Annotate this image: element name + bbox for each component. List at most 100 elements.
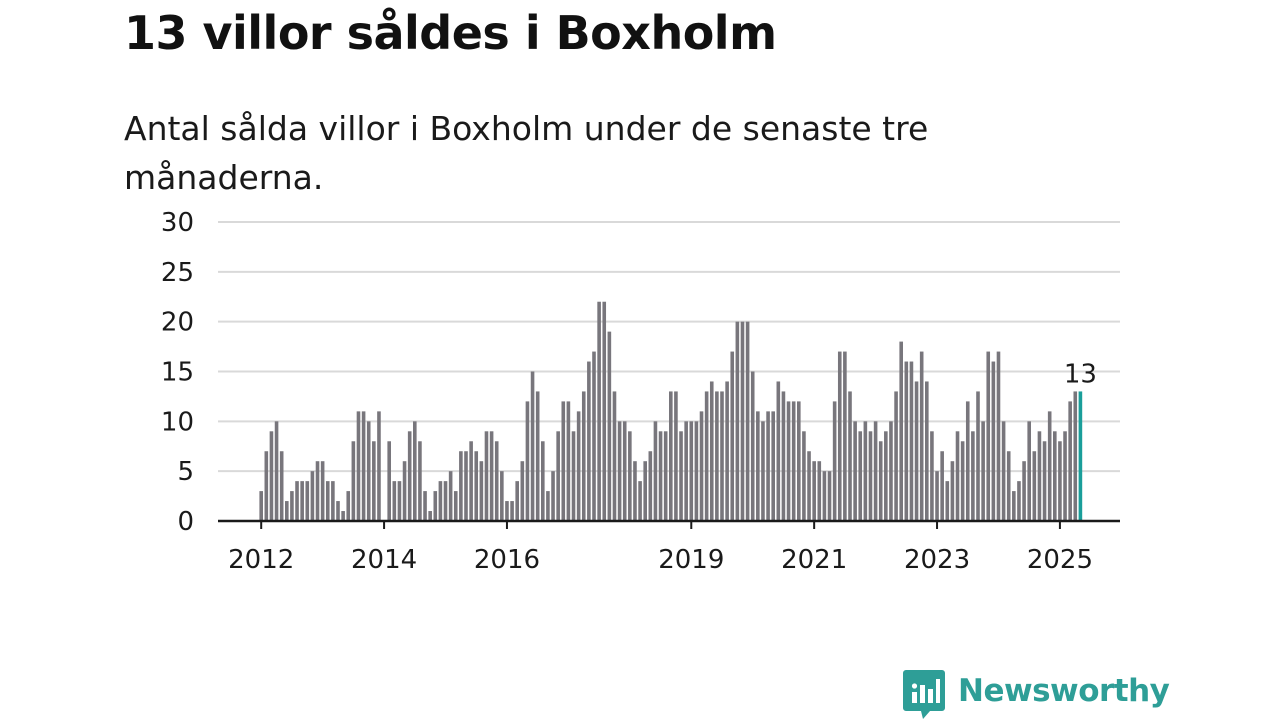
- bar: [576, 411, 581, 521]
- bar: [387, 441, 391, 521]
- bar: [822, 471, 827, 521]
- bar: [418, 441, 422, 521]
- bar: [571, 431, 576, 521]
- bar: [771, 411, 775, 521]
- bar: [904, 361, 909, 521]
- bar: [279, 451, 284, 521]
- bar: [986, 351, 991, 521]
- bar: [515, 481, 519, 521]
- bar: [377, 411, 381, 521]
- bar: [925, 381, 929, 521]
- x-tick-label: 2019: [658, 545, 724, 575]
- bar: [761, 421, 765, 521]
- bar: [541, 441, 545, 521]
- bar: [510, 501, 514, 521]
- bar: [290, 491, 294, 521]
- y-tick-label: 20: [161, 308, 194, 338]
- annotations: 13: [1064, 359, 1097, 389]
- bar: [1032, 451, 1037, 521]
- bar: [868, 431, 873, 521]
- x-axis: [218, 519, 1120, 529]
- bar: [453, 491, 458, 521]
- bar: [413, 421, 417, 521]
- bar: [1068, 401, 1072, 521]
- bar: [1042, 441, 1047, 521]
- bar: [484, 431, 489, 521]
- bar: [807, 451, 811, 521]
- x-tick-label: 2012: [228, 545, 294, 575]
- bar: [699, 411, 704, 521]
- bar: [607, 331, 612, 521]
- bar: [346, 491, 351, 521]
- bar: [837, 351, 842, 521]
- bar: [725, 381, 729, 521]
- bar: [433, 491, 438, 521]
- bar: [489, 431, 494, 521]
- bar: [469, 441, 473, 521]
- bar: [597, 301, 601, 521]
- bar: [689, 421, 694, 521]
- bar: [336, 501, 340, 521]
- y-tick-label: 15: [161, 358, 194, 388]
- bar: [643, 461, 647, 521]
- y-tick-label: 10: [161, 407, 194, 437]
- bar: [464, 451, 468, 521]
- bar: [694, 421, 699, 521]
- bar: [930, 431, 934, 521]
- bar: [658, 431, 663, 521]
- highlight-value-label: 13: [1064, 359, 1097, 389]
- bar: [285, 501, 289, 521]
- bar: [505, 501, 509, 521]
- x-tick-label: 2025: [1027, 545, 1093, 575]
- bar: [392, 481, 397, 521]
- bar: [1047, 411, 1052, 521]
- bar: [448, 471, 453, 521]
- x-tick-label: 2021: [781, 545, 847, 575]
- bar-highlight: [1078, 391, 1083, 521]
- bar: [407, 431, 412, 521]
- bar: [873, 421, 878, 521]
- bar: [587, 361, 591, 521]
- bar: [525, 401, 530, 521]
- bar: [853, 421, 857, 521]
- bar: [863, 421, 868, 521]
- bar: [1001, 421, 1006, 521]
- y-axis-labels: 0 5 10 15 20 25 30: [161, 208, 194, 537]
- bar: [341, 511, 345, 521]
- bar: [361, 411, 366, 521]
- bar: [1012, 491, 1016, 521]
- bar: [750, 371, 755, 521]
- bar: [965, 401, 970, 521]
- x-tick-label: 2023: [904, 545, 970, 575]
- bar: [802, 431, 806, 521]
- bar: [1022, 461, 1026, 521]
- bar: [628, 431, 632, 521]
- bar: [745, 321, 750, 521]
- bar: [612, 391, 617, 521]
- chart-title: 13 villor såldes i Boxholm: [124, 6, 777, 60]
- y-tick-label: 5: [177, 457, 194, 487]
- x-tick-label: 2014: [351, 545, 417, 575]
- bar: [648, 451, 653, 521]
- bar: [812, 461, 816, 521]
- bar: [909, 361, 914, 521]
- bar: [274, 421, 279, 521]
- bar: [971, 431, 975, 521]
- bar: [372, 441, 376, 521]
- bar: [653, 421, 658, 521]
- x-axis-labels: 2012 2014 2016 2019 2021 2023 2025: [228, 545, 1093, 575]
- bar: [991, 361, 996, 521]
- bar: [756, 411, 760, 521]
- bar: [791, 401, 796, 521]
- bar: [535, 391, 540, 521]
- bar: [786, 401, 791, 521]
- bar: [315, 461, 320, 521]
- bar: [669, 391, 673, 521]
- bar: [366, 421, 371, 521]
- bar: [960, 441, 965, 521]
- bar: [950, 461, 955, 521]
- bar: [428, 511, 432, 521]
- bar: [259, 491, 263, 521]
- bar: [638, 481, 642, 521]
